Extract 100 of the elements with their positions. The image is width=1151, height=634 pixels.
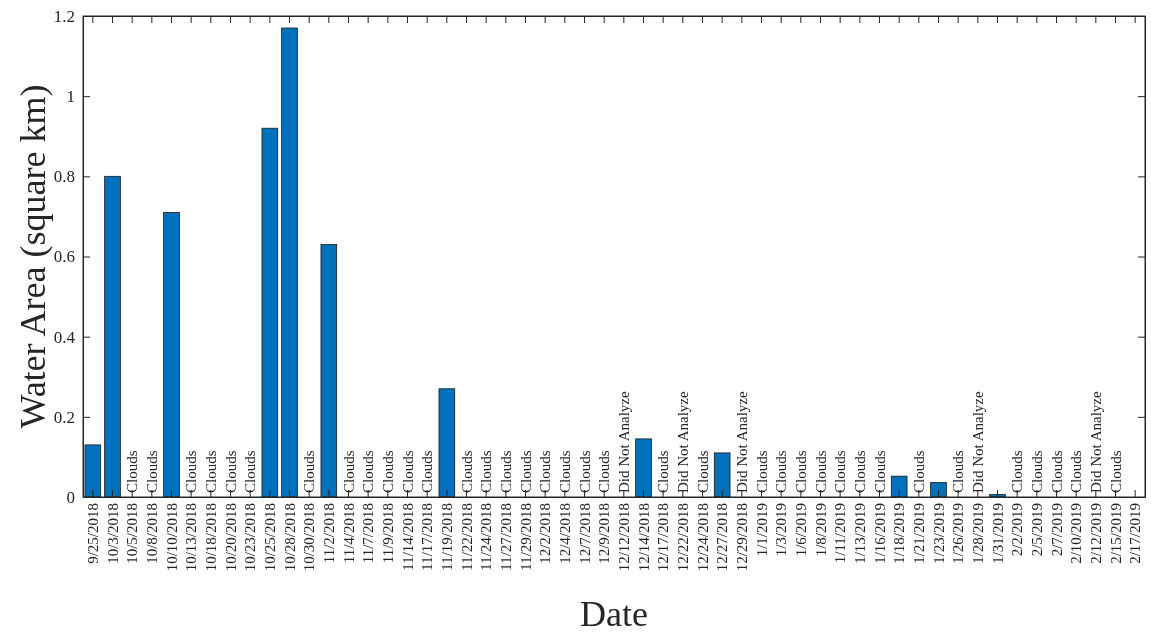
x-tick-label: 11/29/2018 bbox=[517, 503, 534, 571]
y-axis-title: Water Area (square km) bbox=[13, 84, 53, 429]
x-tick-label: 10/30/2018 bbox=[301, 503, 318, 572]
x-tick-label: 12/4/2018 bbox=[557, 503, 574, 564]
text: Clouds bbox=[222, 450, 239, 493]
x-tick-label: 12/7/2018 bbox=[576, 503, 593, 564]
text: Clouds bbox=[773, 450, 790, 493]
text: Clouds bbox=[694, 450, 711, 493]
x-tick-label: 1/1/2019 bbox=[753, 503, 770, 557]
x-tick-label: 11/2/2018 bbox=[321, 503, 338, 564]
text: Clouds bbox=[124, 450, 141, 493]
x-tick-label: 1/26/2019 bbox=[950, 503, 967, 564]
text: Did Not Analyze bbox=[616, 391, 633, 493]
x-tick-label: 11/4/2018 bbox=[340, 503, 357, 564]
text: Clouds bbox=[1068, 450, 1085, 493]
y-tick-label: 1.2 bbox=[53, 6, 75, 26]
x-tick-label: 10/5/2018 bbox=[124, 503, 141, 564]
x-tick-label: 11/24/2018 bbox=[478, 503, 495, 571]
text: Clouds bbox=[1107, 450, 1124, 493]
text: Clouds bbox=[537, 450, 554, 493]
x-tick-label: 12/9/2018 bbox=[596, 503, 613, 564]
x-tick-label: 1/3/2019 bbox=[773, 503, 790, 557]
text: Clouds bbox=[1029, 450, 1046, 493]
text: Clouds bbox=[360, 450, 377, 493]
text: Clouds bbox=[380, 450, 397, 493]
x-tick-label: 1/28/2019 bbox=[970, 503, 987, 564]
x-tick-label: 10/23/2018 bbox=[242, 503, 259, 572]
x-tick-label: 2/7/2019 bbox=[1048, 503, 1065, 557]
x-tick-label: 10/3/2018 bbox=[104, 503, 121, 564]
text: Clouds bbox=[596, 450, 613, 493]
x-tick-label: 1/16/2019 bbox=[871, 503, 888, 564]
x-tick-label: 10/18/2018 bbox=[203, 503, 220, 572]
text: Did Not Analyze bbox=[734, 391, 751, 493]
x-tick-label: 10/25/2018 bbox=[262, 503, 279, 572]
x-tick-label: 1/8/2019 bbox=[812, 503, 829, 557]
x-tick-label: 1/11/2019 bbox=[832, 503, 849, 564]
x-tick-label: 9/25/2018 bbox=[85, 503, 102, 564]
text: Clouds bbox=[793, 450, 810, 493]
text: Clouds bbox=[478, 450, 495, 493]
x-tick-label: 10/13/2018 bbox=[183, 503, 200, 572]
x-tick-label: 2/15/2019 bbox=[1107, 503, 1124, 564]
x-tick-label: 1/13/2019 bbox=[852, 503, 869, 564]
y-tick-label: 0.2 bbox=[53, 407, 75, 427]
text: Clouds bbox=[203, 450, 220, 493]
text: Clouds bbox=[517, 450, 534, 493]
y-tick-label: 0.6 bbox=[53, 247, 75, 267]
text: Clouds bbox=[950, 450, 967, 493]
x-tick-label: 10/10/2018 bbox=[163, 503, 180, 572]
x-tick-label: 11/14/2018 bbox=[399, 503, 416, 571]
x-tick-label: 11/19/2018 bbox=[439, 503, 456, 571]
x-tick-label: 10/28/2018 bbox=[281, 503, 298, 572]
x-tick-label: 1/21/2019 bbox=[911, 503, 928, 564]
x-axis-title: Date bbox=[580, 594, 648, 634]
text: Clouds bbox=[399, 450, 416, 493]
text: Clouds bbox=[340, 450, 357, 493]
y-tick-label: 0.4 bbox=[53, 327, 76, 347]
text: Clouds bbox=[871, 450, 888, 493]
x-tick-label: 2/2/2019 bbox=[1009, 503, 1026, 557]
text: Clouds bbox=[242, 450, 259, 493]
x-tick-label: 12/27/2018 bbox=[714, 503, 731, 572]
x-tick-label: 12/22/2018 bbox=[675, 503, 692, 572]
text: Clouds bbox=[458, 450, 475, 493]
x-tick-label: 11/9/2018 bbox=[380, 503, 397, 564]
text: Clouds bbox=[812, 450, 829, 493]
x-tick-label: 1/18/2019 bbox=[891, 503, 908, 564]
text: Clouds bbox=[419, 450, 436, 493]
x-tick-label: 12/24/2018 bbox=[694, 503, 711, 572]
text: Did Not Analyze bbox=[675, 391, 692, 493]
x-tick-label: 12/14/2018 bbox=[635, 503, 652, 572]
x-tick-label: 10/20/2018 bbox=[222, 503, 239, 572]
x-tick-label: 11/7/2018 bbox=[360, 503, 377, 564]
text: Clouds bbox=[1009, 450, 1026, 493]
text: Clouds bbox=[144, 450, 161, 493]
x-tick-label: 11/27/2018 bbox=[498, 503, 515, 571]
x-tick-label: 12/29/2018 bbox=[734, 503, 751, 572]
x-tick-label: 2/17/2019 bbox=[1127, 503, 1144, 564]
x-tick-label: 2/12/2019 bbox=[1088, 503, 1105, 564]
text: Did Not Analyze bbox=[970, 391, 987, 493]
x-tick-label: 12/12/2018 bbox=[616, 503, 633, 572]
x-tick-label: 1/23/2019 bbox=[930, 503, 947, 564]
text: Clouds bbox=[557, 450, 574, 493]
text: Clouds bbox=[576, 450, 593, 493]
text: Did Not Analyze bbox=[1088, 391, 1105, 493]
text: Clouds bbox=[911, 450, 928, 493]
x-tick-label: 11/17/2018 bbox=[419, 503, 436, 571]
text: Clouds bbox=[753, 450, 770, 493]
x-tick-label: 10/8/2018 bbox=[144, 503, 161, 564]
text: Clouds bbox=[301, 450, 318, 493]
x-tick-label: 11/22/2018 bbox=[458, 503, 475, 571]
y-tick-label: 0.8 bbox=[53, 167, 75, 187]
text: Clouds bbox=[832, 450, 849, 493]
text: Clouds bbox=[183, 450, 200, 493]
x-tick-label: 12/17/2018 bbox=[655, 503, 672, 572]
x-tick-label: 1/6/2019 bbox=[793, 503, 810, 557]
text: Clouds bbox=[852, 450, 869, 493]
y-tick-label: 0 bbox=[66, 487, 75, 507]
x-tick-label: 1/31/2019 bbox=[989, 503, 1006, 564]
y-tick-label: 1 bbox=[66, 87, 75, 107]
text: Clouds bbox=[498, 450, 515, 493]
x-tick-label: 2/5/2019 bbox=[1029, 503, 1046, 557]
